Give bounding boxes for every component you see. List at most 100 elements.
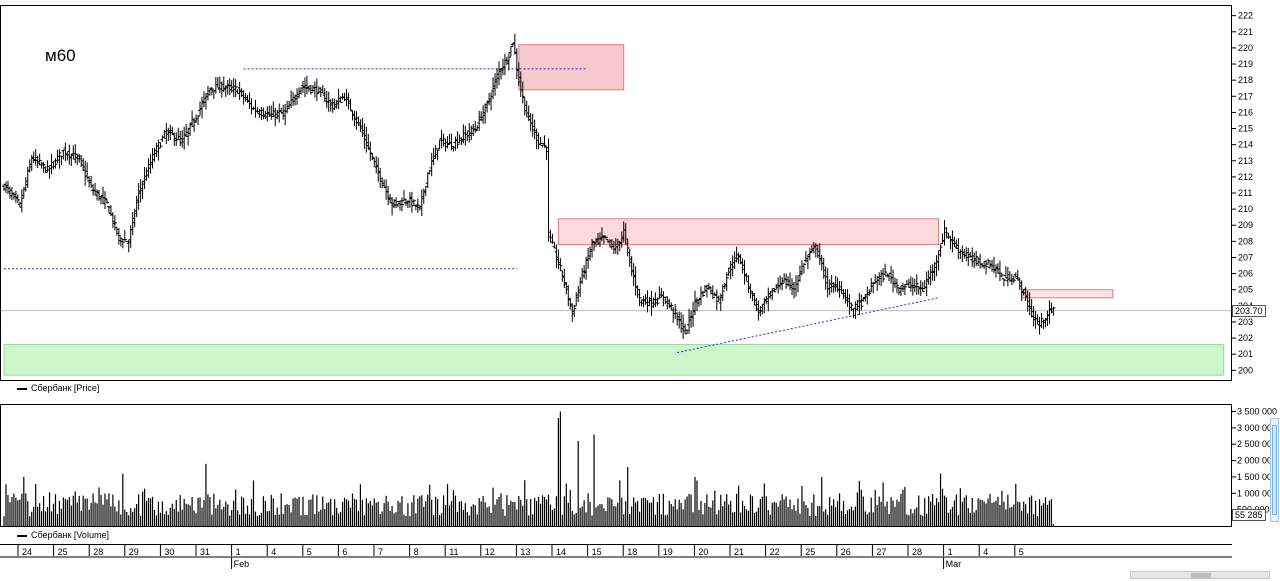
ohlc-bar: [308, 84, 313, 95]
ohlc-bar: [799, 260, 804, 276]
ohlc-bar: [376, 157, 381, 182]
ohlc-bar: [588, 246, 593, 261]
ohlc-bar: [625, 238, 630, 257]
volume-tick-label: 3 500 000: [1237, 407, 1277, 417]
ohlc-bar: [93, 182, 98, 196]
ohlc-bar: [461, 124, 466, 144]
ohlc-bar: [392, 199, 397, 208]
price-tick-label: 222: [1238, 11, 1253, 21]
ohlc-bar: [958, 249, 963, 260]
ohlc-bar: [130, 211, 135, 236]
ohlc-bar: [354, 111, 359, 130]
ohlc-bar: [805, 254, 810, 270]
volume-scale-scrollbar[interactable]: [1270, 418, 1279, 522]
ohlc-bar: [857, 292, 862, 316]
ohlc-bar: [120, 238, 125, 249]
ohlc-bar: [128, 225, 133, 248]
price-tick-label: 216: [1238, 107, 1253, 117]
ohlc-bar: [801, 262, 806, 274]
ohlc-bar: [550, 233, 555, 244]
ohlc-bar: [562, 268, 567, 289]
volume-chart: [3, 411, 1055, 526]
resistance-zone-upper: [518, 44, 625, 91]
ohlc-bar: [1015, 269, 1020, 281]
price-tick-label: 202: [1238, 333, 1253, 343]
ohlc-bar: [724, 272, 729, 291]
ohlc-bar: [425, 172, 430, 189]
ohlc-bar: [419, 189, 424, 217]
day-label: 22: [770, 547, 780, 557]
ohlc-bar: [314, 78, 319, 102]
ohlc-bar: [993, 264, 998, 278]
ohlc-bar: [867, 289, 872, 296]
ohlc-bar: [1041, 319, 1046, 330]
ohlc-bar: [841, 289, 846, 300]
ohlc-bar: [235, 89, 240, 95]
volume-tick-label: 2 000 000: [1237, 456, 1277, 466]
volume-scale-thumb[interactable]: [1272, 425, 1277, 515]
ohlc-bar: [524, 100, 529, 118]
ohlc-bar: [390, 196, 395, 216]
ohlc-bar: [300, 80, 305, 93]
ohlc-bar: [540, 144, 545, 148]
ohlc-bar: [1045, 310, 1050, 327]
ohlc-bar: [871, 282, 876, 294]
horizontal-scrollbar[interactable]: [1130, 571, 1270, 579]
ohlc-bar: [249, 98, 254, 115]
price-chart: м60: [1, 33, 1231, 376]
ohlc-bar: [471, 123, 476, 136]
ohlc-bar: [279, 107, 284, 114]
ohlc-bar: [683, 323, 688, 335]
volume-chart-panel[interactable]: [0, 404, 1232, 527]
ohlc-bar: [924, 271, 929, 297]
ohlc-bar: [908, 276, 913, 292]
price-tick-label: 221: [1238, 27, 1253, 37]
ohlc-bar: [156, 139, 161, 161]
ohlc-bar: [946, 232, 951, 239]
ohlc-bar: [695, 297, 699, 312]
ohlc-bar: [154, 142, 159, 158]
ohlc-bar: [522, 97, 527, 116]
day-label: 8: [414, 547, 419, 557]
ohlc-bar: [520, 81, 525, 104]
price-chart-panel[interactable]: м60: [0, 5, 1232, 381]
ohlc-bar: [285, 100, 290, 114]
price-tick-label: 217: [1238, 91, 1253, 101]
day-label: 4: [983, 547, 988, 557]
ohlc-bar: [384, 179, 389, 200]
price-tick-label: 219: [1238, 59, 1253, 69]
ohlc-bar: [382, 179, 387, 189]
ohlc-bar: [221, 76, 226, 93]
price-tick-label: 203: [1238, 317, 1253, 327]
ohlc-bar: [255, 107, 260, 113]
ohlc-bar: [217, 76, 222, 94]
ohlc-bar: [647, 296, 652, 306]
ohlc-bar: [69, 154, 74, 167]
ohlc-bar: [940, 233, 945, 245]
ohlc-bar: [807, 247, 812, 261]
ohlc-bar: [443, 138, 448, 152]
day-label: 15: [592, 547, 602, 557]
ohlc-bar: [497, 61, 501, 86]
ohlc-bar: [552, 241, 557, 249]
ohlc-bar: [641, 295, 646, 308]
ohlc-bar: [47, 167, 52, 179]
ohlc-bar: [267, 105, 272, 117]
ohlc-bar: [900, 283, 905, 292]
ohlc-bar: [453, 136, 458, 151]
ohlc-bar: [865, 286, 870, 305]
ohlc-bar: [502, 53, 507, 76]
day-label: 21: [734, 547, 744, 557]
ohlc-bar: [914, 274, 919, 295]
ohlc-bar: [566, 285, 571, 307]
ohlc-bar: [661, 290, 666, 307]
ohlc-bar: [53, 158, 58, 169]
ohlc-bar: [25, 166, 30, 188]
ohlc-bar: [322, 87, 327, 102]
ohlc-bar: [295, 88, 300, 105]
ohlc-bar: [978, 253, 983, 269]
scrollbar-thumb[interactable]: [1191, 573, 1211, 578]
ohlc-bar: [673, 304, 678, 319]
ohlc-bar: [360, 117, 365, 138]
